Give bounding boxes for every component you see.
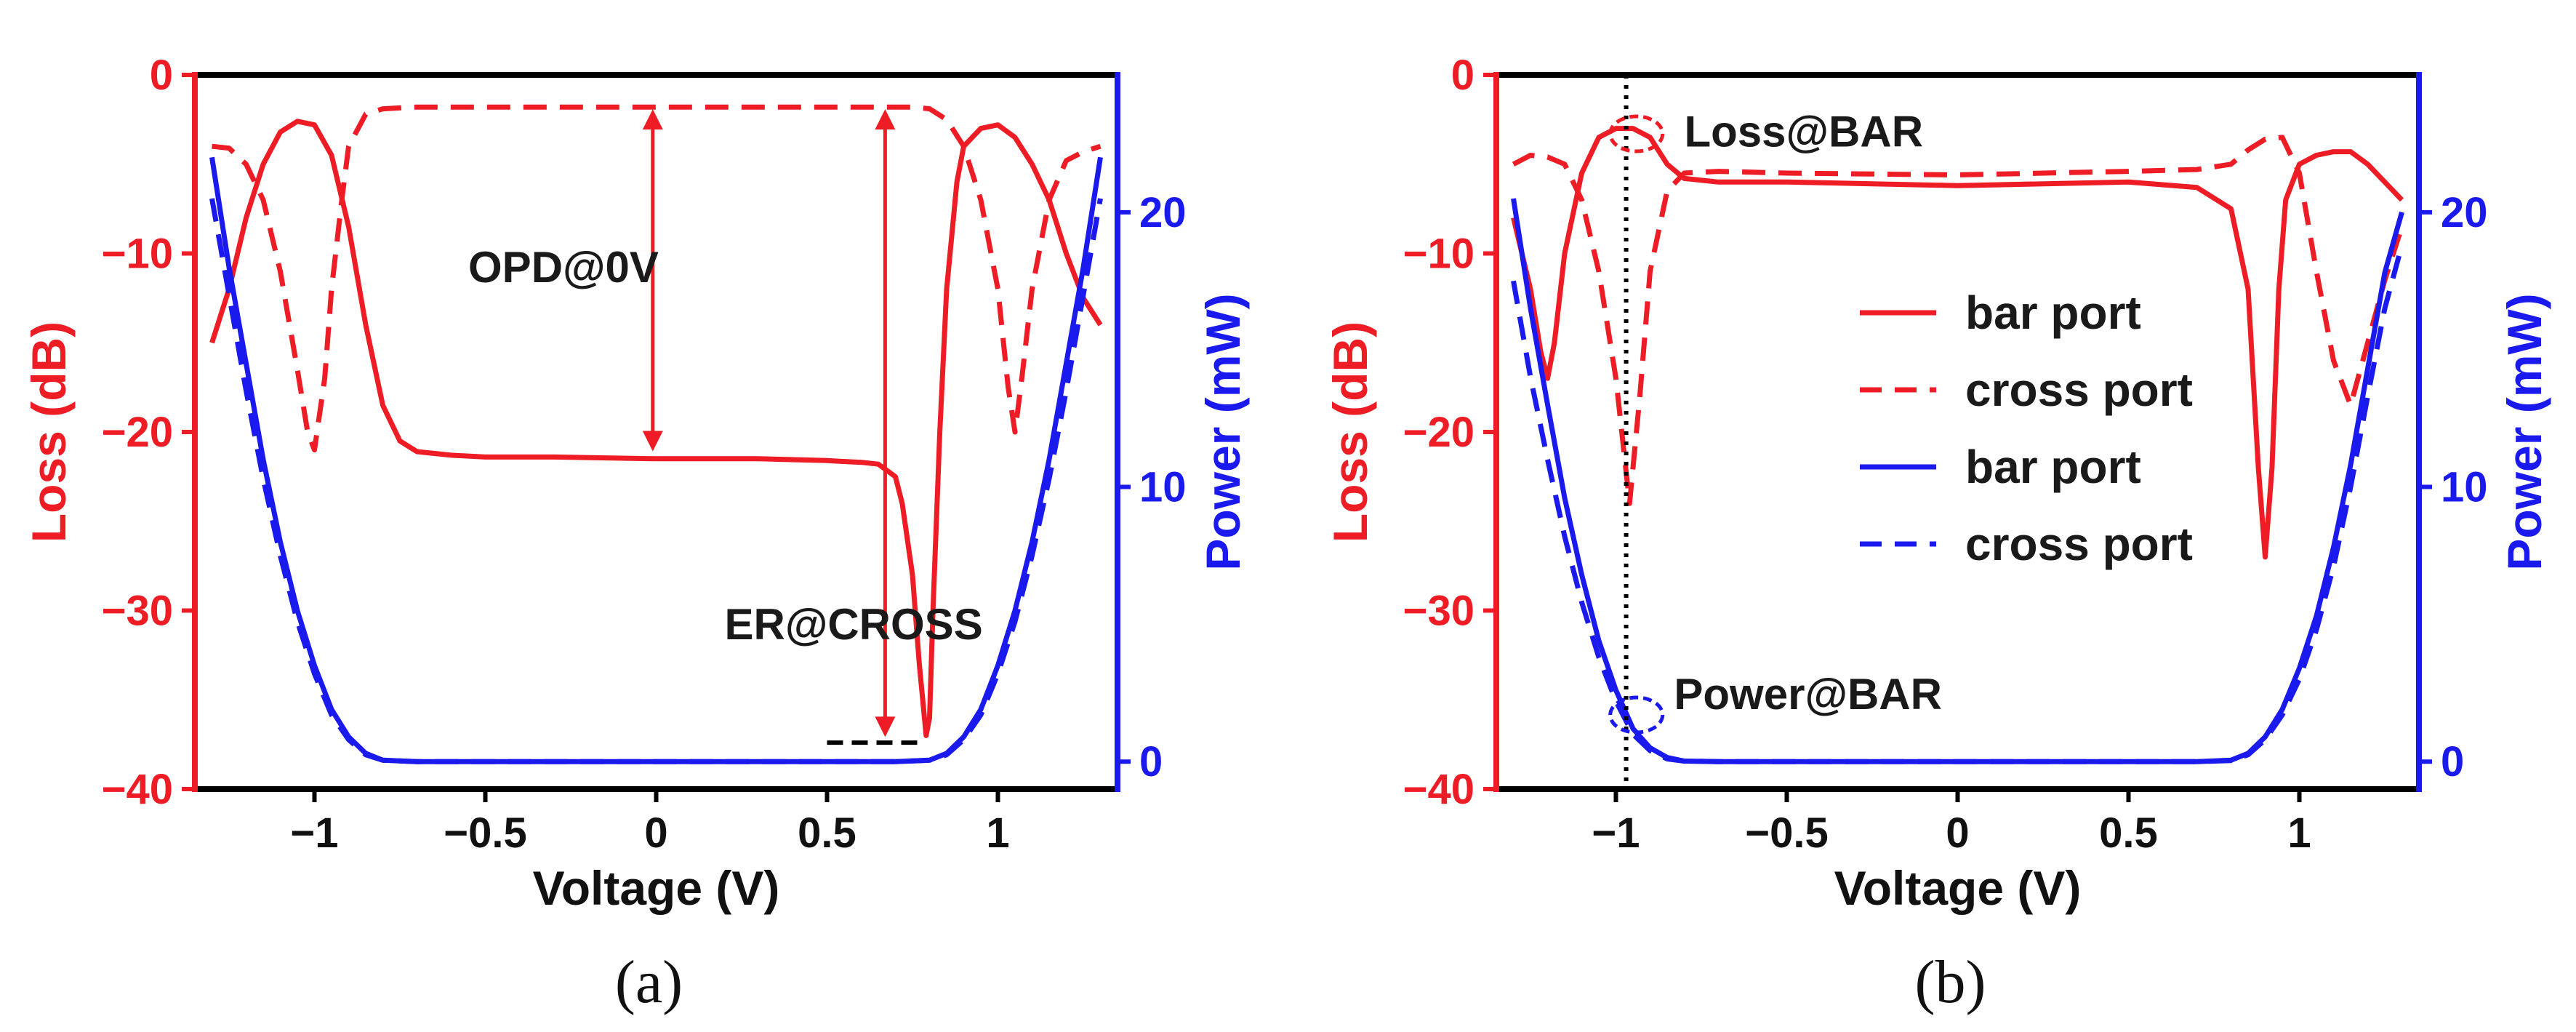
series-line-left-cross-port-dashed: [212, 104, 1102, 453]
panel-caption: (a): [615, 948, 683, 1016]
arrow-head-bottom: [875, 716, 896, 737]
legend-label: bar port: [1965, 287, 2141, 339]
y-left-tick-label: −30: [1403, 588, 1474, 635]
highlight-circle-right: [1608, 695, 1665, 735]
y-axis-label-right: Power (mW): [2497, 293, 2551, 570]
y-left-tick-label: −20: [102, 409, 173, 456]
x-tick-label: −0.5: [444, 809, 527, 857]
series-line-left-bar-port-solid: [209, 119, 1103, 738]
y-right-tick-label: 20: [1139, 189, 1187, 236]
x-tick-label: 0.5: [798, 809, 856, 857]
legend-label: bar port: [1965, 441, 2141, 493]
highlight-circle-left: [1608, 114, 1665, 153]
y-left-tick-label: 0: [150, 52, 173, 99]
panel-caption: (b): [1915, 948, 1986, 1016]
y-right-tick-label: 0: [1139, 738, 1163, 785]
y-left-tick-label: −40: [1403, 766, 1474, 813]
x-axis-label: Voltage (V): [1834, 861, 2082, 915]
series-line-right-cross-port-dashed: [1511, 244, 2404, 764]
arrow-head-bottom: [642, 431, 663, 452]
y-left-tick-label: −40: [102, 766, 173, 813]
x-tick-label: 1: [986, 809, 1009, 857]
y-right-tick-label: 10: [2441, 464, 2488, 511]
y-left-tick-label: −20: [1403, 409, 1474, 456]
series-line-left-cross-port-dashed: [1512, 135, 2404, 506]
y-left-tick-label: −10: [1403, 231, 1474, 278]
y-axis-label-right: Power (mW): [1196, 293, 1250, 570]
y-axis-label-left: Loss (dB): [1323, 321, 1377, 543]
x-tick-label: −1: [290, 809, 338, 857]
arrow-head-top: [875, 109, 896, 130]
annotation-label: OPD@0V: [468, 243, 659, 292]
y-axis-label-left: Loss (dB): [22, 321, 76, 543]
x-tick-label: 1: [2287, 809, 2311, 857]
annotation-label: Loss@BAR: [1685, 108, 1924, 156]
x-tick-label: 0: [1946, 809, 1969, 857]
series-line-right-cross-port-dashed: [209, 198, 1103, 764]
x-tick-label: 0: [644, 809, 667, 857]
x-tick-label: −0.5: [1745, 809, 1829, 857]
annotation-label: Power@BAR: [1674, 670, 1942, 719]
y-left-tick-label: −30: [102, 588, 173, 635]
y-left-tick-label: 0: [1451, 52, 1474, 99]
y-left-tick-label: −10: [102, 231, 173, 278]
annotation-label: ER@CROSS: [725, 600, 983, 649]
x-axis-label: Voltage (V): [533, 861, 780, 915]
y-right-tick-label: 0: [2441, 738, 2464, 785]
y-right-tick-label: 10: [1139, 464, 1187, 511]
series-line-left-bar-port-solid: [1511, 126, 2404, 560]
x-tick-label: −1: [1592, 809, 1640, 857]
y-right-tick-label: 20: [2441, 189, 2488, 236]
x-tick-label: 0.5: [2099, 809, 2158, 857]
legend-label: cross port: [1965, 364, 2193, 416]
arrow-head-top: [642, 109, 663, 130]
legend-label: cross port: [1965, 518, 2193, 570]
